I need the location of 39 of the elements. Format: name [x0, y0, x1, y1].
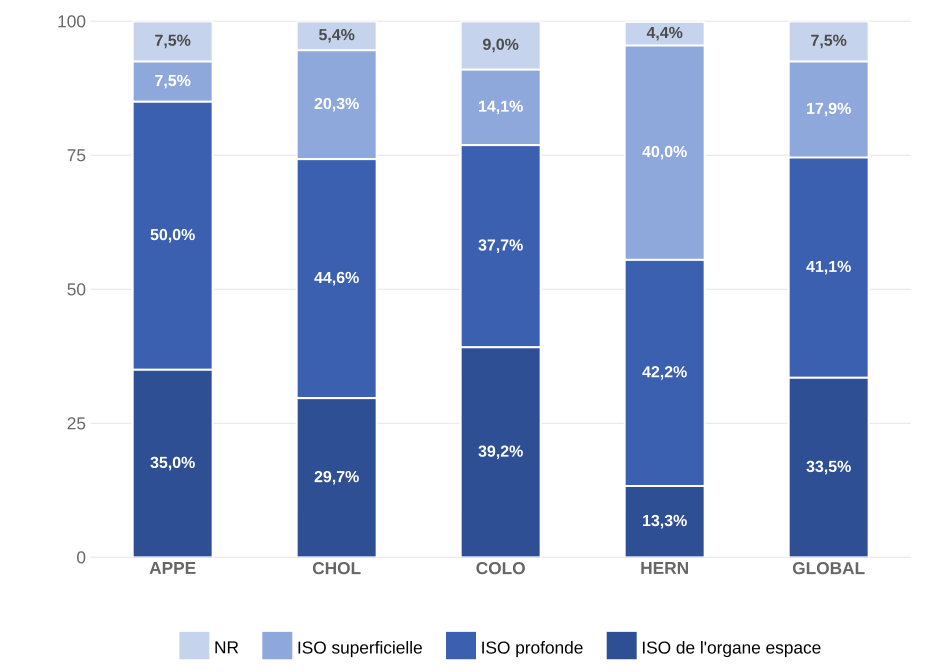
bar [788, 376, 870, 558]
data-label: 7,5% [155, 34, 190, 48]
data-label: 29,7% [314, 470, 359, 485]
legend-label: ISO profonde [482, 641, 583, 658]
legend-label: ISO de l'organe espace [642, 641, 820, 658]
data-label: 5,4% [319, 29, 354, 43]
data-label: 7,5% [811, 34, 846, 48]
x-tick-label: CHOL [312, 562, 361, 574]
data-label: 7,5% [155, 74, 190, 88]
data-label: 4,4% [646, 26, 682, 40]
bar [460, 346, 542, 558]
data-label: 17,9% [807, 102, 851, 116]
data-label: 39,2% [478, 445, 523, 460]
data-label: 33,5% [806, 460, 851, 474]
data-label: 37,7% [478, 239, 523, 253]
y-tick-label: 25 [68, 417, 86, 430]
data-label: 13,3% [643, 514, 687, 528]
data-label: 14,1% [479, 100, 523, 114]
y-tick-label: 0 [77, 551, 86, 564]
bar [132, 368, 214, 558]
data-label: 20,3% [314, 98, 359, 112]
data-label: 9,0% [483, 38, 518, 52]
data-label: 41,1% [806, 260, 851, 274]
legend-label: NR [215, 641, 238, 654]
bar [296, 397, 378, 558]
data-label: 50,0% [150, 228, 195, 243]
data-label: 44,6% [314, 272, 359, 286]
x-tick-label: APPE [150, 562, 196, 574]
data-label: 40,0% [642, 146, 687, 160]
y-tick-label: 100 [58, 15, 86, 28]
y-tick-label: 75 [68, 149, 86, 162]
y-tick-label: 50 [67, 283, 86, 296]
data-label: 35,0% [150, 456, 195, 470]
x-tick-label: HERN [641, 562, 688, 574]
x-tick-label: COLO [476, 562, 525, 574]
legend-label: ISO superficielle [298, 641, 422, 658]
x-tick-label: GLOBAL [792, 562, 865, 574]
data-label: 42,2% [642, 366, 687, 380]
bar [624, 485, 706, 558]
